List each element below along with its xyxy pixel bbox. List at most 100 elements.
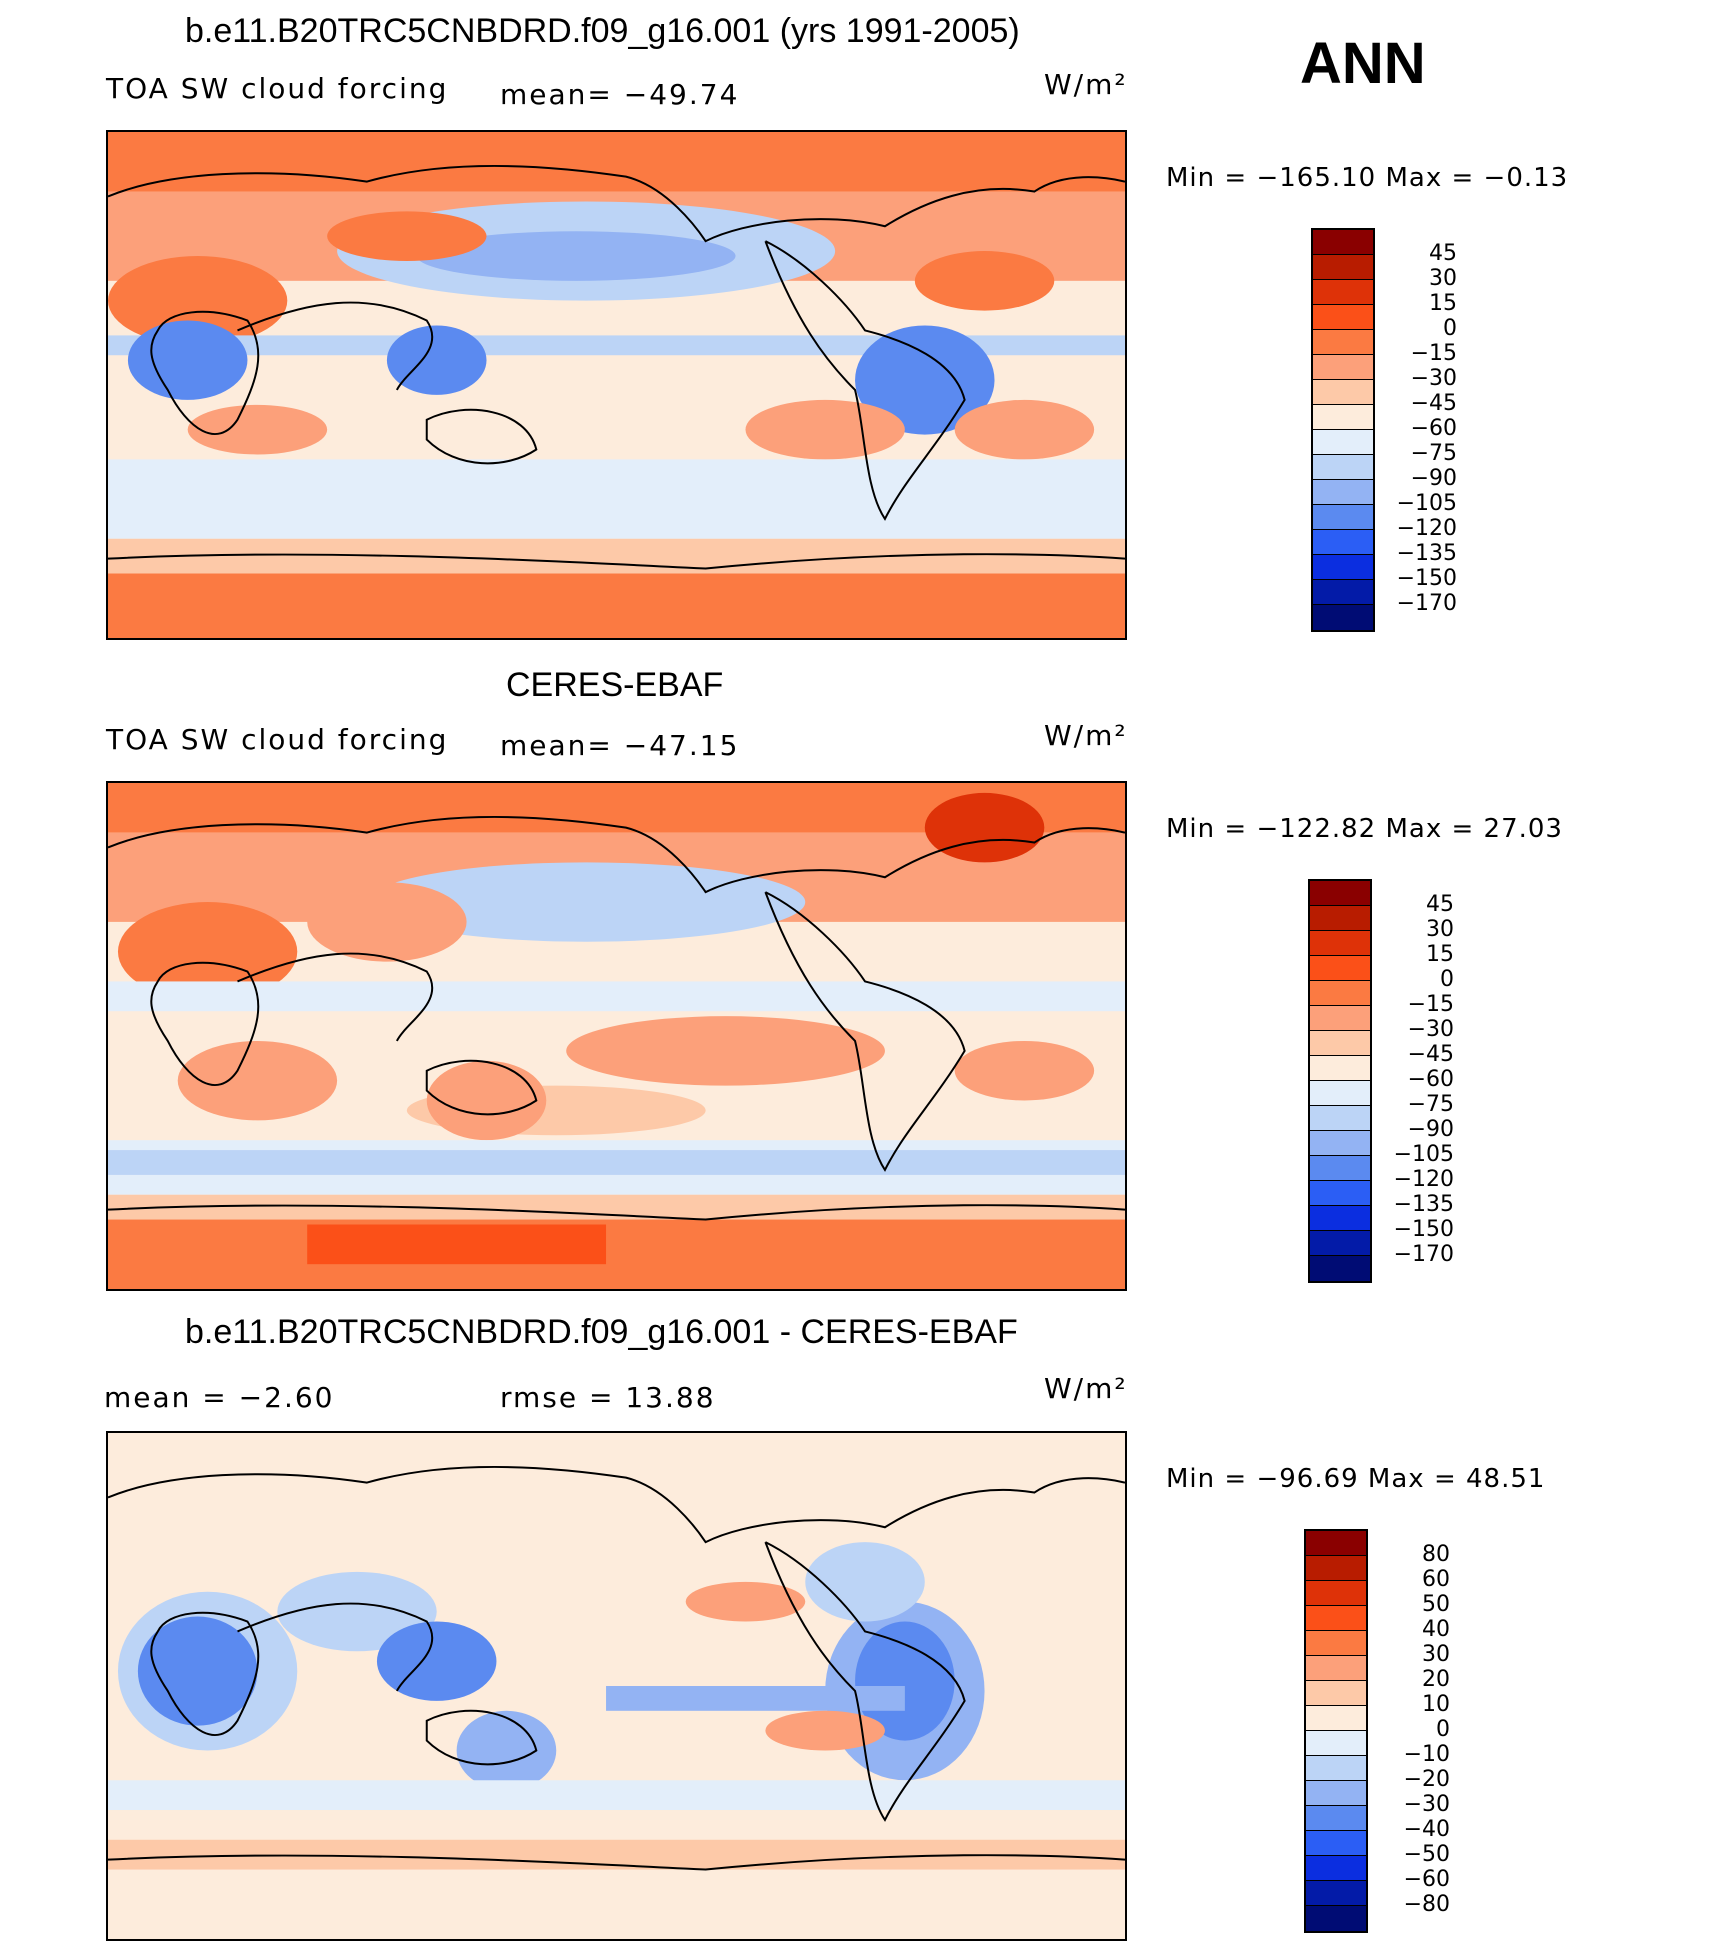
- colorbar-swatch: [1310, 1106, 1370, 1131]
- panel1-variable: TOA SW cloud forcing: [106, 72, 449, 105]
- panel3-map: [106, 1431, 1127, 1941]
- panel2-minmax: Min = −122.82 Max = 27.03: [1166, 814, 1563, 844]
- season-label: ANN: [1300, 31, 1426, 96]
- panel3-mean: mean = −2.60: [104, 1381, 335, 1414]
- colorbar-swatch: [1310, 1081, 1370, 1106]
- panel3-title: b.e11.B20TRC5CNBDRD.f09_g16.001 - CERES-…: [185, 1313, 1018, 1351]
- panel1-colorbar: [1311, 228, 1375, 632]
- colorbar-level-label: −170: [1393, 1242, 1454, 1267]
- colorbar-level-label: 45: [1429, 241, 1457, 266]
- colorbar-swatch: [1310, 1056, 1370, 1081]
- panel3-rmse: rmse = 13.88: [500, 1381, 716, 1414]
- colorbar-level-label: −30: [1403, 1792, 1450, 1817]
- colorbar-swatch: [1310, 881, 1370, 906]
- colorbar-level-label: −20: [1403, 1767, 1450, 1792]
- colorbar-level-label: −135: [1396, 541, 1457, 566]
- colorbar-swatch: [1306, 1706, 1366, 1731]
- panel1-minmax: Min = −165.10 Max = −0.13: [1166, 163, 1569, 193]
- colorbar-swatch: [1306, 1731, 1366, 1756]
- colorbar-level-label: 10: [1422, 1692, 1450, 1717]
- colorbar-level-label: −135: [1393, 1192, 1454, 1217]
- colorbar-level-label: −120: [1393, 1167, 1454, 1192]
- colorbar-level-label: 0: [1440, 967, 1454, 992]
- colorbar-level-label: −150: [1396, 566, 1457, 591]
- colorbar-swatch: [1310, 906, 1370, 931]
- colorbar-level-label: −120: [1396, 516, 1457, 541]
- colorbar-swatch: [1306, 1756, 1366, 1781]
- colorbar-swatch: [1306, 1581, 1366, 1606]
- colorbar-swatch: [1310, 1156, 1370, 1181]
- panel3-minmax: Min = −96.69 Max = 48.51: [1166, 1464, 1546, 1494]
- colorbar-level-label: 0: [1443, 316, 1457, 341]
- colorbar-level-label: −30: [1407, 1017, 1454, 1042]
- colorbar-swatch: [1313, 255, 1373, 280]
- panel2-title: CERES-EBAF: [506, 666, 724, 704]
- colorbar-swatch: [1306, 1806, 1366, 1831]
- colorbar-level-label: 15: [1426, 942, 1454, 967]
- panel2-map: [106, 781, 1127, 1291]
- colorbar-level-label: −90: [1407, 1117, 1454, 1142]
- colorbar-swatch: [1313, 330, 1373, 355]
- panel2-variable: TOA SW cloud forcing: [106, 723, 449, 756]
- colorbar-level-label: 30: [1426, 917, 1454, 942]
- colorbar-swatch: [1306, 1906, 1366, 1931]
- colorbar-swatch: [1313, 555, 1373, 580]
- colorbar-swatch: [1306, 1606, 1366, 1631]
- colorbar-level-label: −60: [1407, 1067, 1454, 1092]
- colorbar-swatch: [1306, 1881, 1366, 1906]
- panel2-colorbar: [1308, 879, 1372, 1283]
- colorbar-swatch: [1313, 230, 1373, 255]
- colorbar-swatch: [1310, 1231, 1370, 1256]
- colorbar-swatch: [1306, 1631, 1366, 1656]
- colorbar-swatch: [1313, 580, 1373, 605]
- colorbar-level-label: −60: [1410, 416, 1457, 441]
- colorbar-level-label: 0: [1436, 1717, 1450, 1742]
- colorbar-level-label: −50: [1403, 1842, 1450, 1867]
- colorbar-swatch: [1310, 956, 1370, 981]
- colorbar-swatch: [1310, 1256, 1370, 1281]
- colorbar-swatch: [1313, 430, 1373, 455]
- colorbar-swatch: [1310, 981, 1370, 1006]
- colorbar-level-label: 60: [1422, 1567, 1450, 1592]
- colorbar-swatch: [1313, 305, 1373, 330]
- colorbar-swatch: [1313, 505, 1373, 530]
- panel1-map: [106, 130, 1127, 640]
- colorbar-swatch: [1310, 1031, 1370, 1056]
- colorbar-swatch: [1313, 605, 1373, 630]
- colorbar-swatch: [1306, 1556, 1366, 1581]
- colorbar-swatch: [1306, 1856, 1366, 1881]
- colorbar-swatch: [1306, 1531, 1366, 1556]
- colorbar-level-label: −80: [1403, 1892, 1450, 1917]
- colorbar-level-label: −105: [1393, 1142, 1454, 1167]
- colorbar-swatch: [1313, 380, 1373, 405]
- colorbar-swatch: [1306, 1831, 1366, 1856]
- colorbar-level-label: −15: [1410, 341, 1457, 366]
- panel3-map-svg: [108, 1433, 1125, 1939]
- colorbar-level-label: −75: [1410, 441, 1457, 466]
- colorbar-level-label: 80: [1422, 1542, 1450, 1567]
- colorbar-level-label: −10: [1403, 1742, 1450, 1767]
- panel1-units: W/m²: [1044, 68, 1128, 101]
- colorbar-swatch: [1306, 1656, 1366, 1681]
- colorbar-swatch: [1306, 1781, 1366, 1806]
- colorbar-swatch: [1313, 405, 1373, 430]
- colorbar-level-label: 15: [1429, 291, 1457, 316]
- colorbar-level-label: −90: [1410, 466, 1457, 491]
- colorbar-level-label: −40: [1403, 1817, 1450, 1842]
- colorbar-level-label: 30: [1429, 266, 1457, 291]
- panel1-title: b.e11.B20TRC5CNBDRD.f09_g16.001 (yrs 199…: [185, 12, 1020, 50]
- colorbar-level-label: −75: [1407, 1092, 1454, 1117]
- colorbar-level-label: −30: [1410, 366, 1457, 391]
- colorbar-level-label: 50: [1422, 1592, 1450, 1617]
- colorbar-swatch: [1310, 1181, 1370, 1206]
- colorbar-level-label: 45: [1426, 892, 1454, 917]
- colorbar-swatch: [1313, 530, 1373, 555]
- colorbar-swatch: [1310, 931, 1370, 956]
- panel2-mean: mean= −47.15: [500, 729, 740, 762]
- colorbar-swatch: [1310, 1131, 1370, 1156]
- colorbar-level-label: −15: [1407, 992, 1454, 1017]
- panel1-map-svg: [108, 132, 1125, 638]
- colorbar-level-label: −45: [1410, 391, 1457, 416]
- colorbar-swatch: [1313, 355, 1373, 380]
- colorbar-swatch: [1313, 455, 1373, 480]
